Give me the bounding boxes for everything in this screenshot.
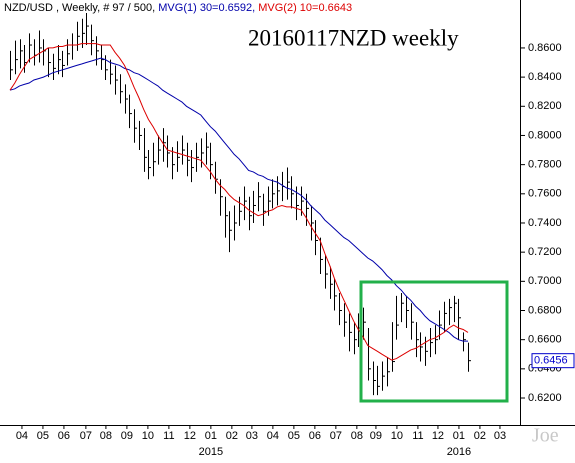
y-tick-label: 0.8000 <box>528 129 562 141</box>
y-tick-label: 0.8400 <box>528 71 562 83</box>
x-tick-label: 06 <box>309 430 321 442</box>
y-tick-label: 0.8200 <box>528 100 562 112</box>
x-tick-label: 11 <box>412 430 423 442</box>
x-tick-label: 04 <box>16 430 28 442</box>
moving-average-line <box>9 43 469 361</box>
legend-entry: MVG(2) 10=0.6643 <box>258 2 352 14</box>
x-tick-label: 03 <box>246 430 258 442</box>
x-tick-label: 04 <box>267 430 279 442</box>
y-tick-label: 0.6800 <box>528 304 562 316</box>
last-price-box <box>531 353 575 369</box>
y-tick-label: 0.7400 <box>528 217 562 229</box>
watermark: Joe <box>532 425 559 447</box>
y-tick-label: 0.6600 <box>528 334 562 346</box>
year-label: 2016 <box>447 446 471 458</box>
y-tick-label: 0.7600 <box>528 188 562 200</box>
y-tick-label: 0.7200 <box>528 246 562 258</box>
x-tick-label: 08 <box>100 430 112 442</box>
year-label: 2015 <box>199 446 223 458</box>
annotation-box <box>359 280 509 403</box>
chart-title: 20160117NZD weekly <box>248 25 459 50</box>
x-tick-label: 10 <box>391 430 403 442</box>
x-tick-label: 12 <box>432 430 444 442</box>
x-tick-label: 07 <box>80 430 92 442</box>
x-tick-label: 12 <box>184 430 196 442</box>
x-tick-label: 01 <box>205 430 217 442</box>
x-tick-label: 05 <box>288 430 300 442</box>
x-tick-label: 10 <box>142 430 154 442</box>
x-tick-label: 06 <box>58 430 70 442</box>
x-tick-label: 09 <box>121 430 133 442</box>
x-tick-label: 02 <box>474 430 486 442</box>
header-text: NZD/USD , Weekly, # 97 / 500, <box>4 2 158 14</box>
x-tick-label: 02 <box>226 430 238 442</box>
y-tick-label: 0.8600 <box>528 42 562 54</box>
x-tick-label: 01 <box>453 430 465 442</box>
header: NZD/USD , Weekly, # 97 / 500, MVG(1) 30=… <box>4 2 352 14</box>
x-tick-label: 09 <box>370 430 382 442</box>
x-tick-label: 05 <box>37 430 49 442</box>
x-tick-label: 07 <box>330 430 342 442</box>
x-tick-label: 03 <box>494 430 506 442</box>
y-tick-label: 0.7800 <box>528 159 562 171</box>
x-tick-label: 11 <box>163 430 174 442</box>
last-price-label: 0.6456 <box>534 355 568 367</box>
moving-average-line <box>9 57 468 342</box>
y-tick-label: 0.6200 <box>528 392 562 404</box>
y-tick-label: 0.7000 <box>528 275 562 287</box>
x-tick-label: 08 <box>351 430 363 442</box>
legend-entry: MVG(1) 30=0.6592, <box>158 2 255 14</box>
